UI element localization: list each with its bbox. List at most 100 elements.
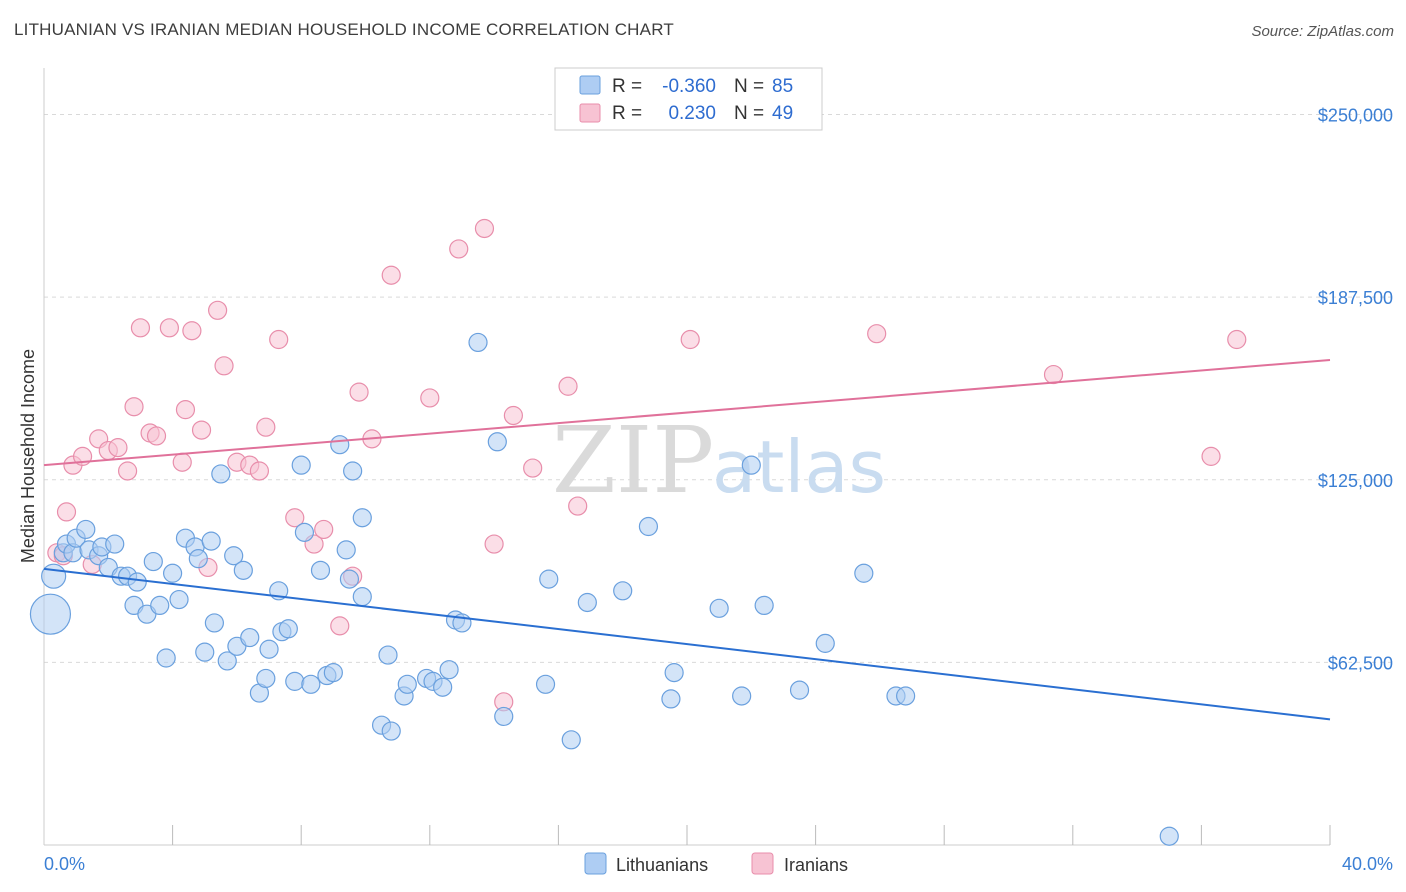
bottom-legend-iranians: Iranians bbox=[784, 855, 848, 875]
lithuanian-point bbox=[789, 680, 810, 700]
lithuanian-point bbox=[732, 686, 752, 706]
watermark: ZIP atlas bbox=[552, 407, 886, 514]
lithuanian-point bbox=[352, 587, 372, 607]
source-note: Source: ZipAtlas.com bbox=[1251, 23, 1394, 40]
lithuanian-point bbox=[217, 651, 237, 671]
iranian-point bbox=[330, 616, 350, 636]
lithuanian-point bbox=[195, 642, 215, 662]
lithuanian-point bbox=[256, 668, 276, 689]
lithuanian-point bbox=[741, 455, 761, 475]
iranian-point bbox=[146, 426, 167, 446]
lithuanian-point bbox=[41, 563, 67, 589]
iranian-point bbox=[172, 452, 192, 472]
lithuanian-point bbox=[156, 648, 176, 668]
iranian-point bbox=[484, 534, 504, 554]
legend-swatch-lithuanians bbox=[579, 75, 601, 95]
lithuanians-trend-line bbox=[43, 567, 1331, 721]
legend-r-value-iranians: 0.230 bbox=[668, 103, 716, 124]
lithuanian-point bbox=[201, 531, 221, 551]
lithuanian-point bbox=[487, 432, 507, 452]
iranian-point bbox=[56, 502, 77, 522]
lithuanian-point bbox=[561, 730, 581, 750]
lithuanian-point bbox=[494, 706, 514, 727]
correlation-legend: R = -0.360 N = 85 R = 0.230 N = 49 bbox=[554, 67, 823, 131]
lithuanian-point bbox=[854, 563, 874, 583]
lithuanian-point bbox=[150, 595, 170, 616]
bottom-legend-swatch-iranians bbox=[751, 852, 774, 875]
iranians-trend-line bbox=[43, 358, 1331, 467]
lithuanian-point bbox=[105, 534, 125, 554]
lithuanian-point bbox=[204, 613, 224, 633]
legend-n-label: N = bbox=[734, 103, 764, 124]
x-tick-label-min: 0.0% bbox=[44, 854, 85, 874]
lithuanian-point bbox=[539, 569, 559, 589]
iranian-point bbox=[558, 376, 578, 396]
y-tick-label: $62,500 bbox=[1328, 653, 1393, 673]
iranian-point bbox=[420, 388, 440, 408]
iranian-point bbox=[108, 438, 128, 458]
watermark-atlas: atlas bbox=[712, 425, 886, 509]
iranian-point bbox=[285, 508, 305, 528]
trend-lines bbox=[43, 358, 1331, 721]
lithuanian-point bbox=[815, 633, 835, 653]
legend-n-value-lithuanians: 85 bbox=[772, 76, 793, 97]
iranian-point bbox=[503, 405, 523, 426]
iranian-point bbox=[159, 318, 179, 338]
iranian-point bbox=[1227, 329, 1247, 350]
watermark-zip: ZIP bbox=[552, 407, 714, 514]
lithuanian-point bbox=[29, 593, 72, 635]
lithuanian-point bbox=[381, 721, 401, 741]
lithuanian-point bbox=[352, 508, 372, 528]
legend-n-label: N = bbox=[734, 76, 764, 97]
iranian-point bbox=[314, 519, 334, 540]
lithuanian-point bbox=[211, 464, 231, 484]
iranian-point bbox=[568, 496, 588, 516]
y-tick-label: $187,500 bbox=[1318, 288, 1393, 308]
axes bbox=[43, 68, 1331, 846]
legend-n-value-iranians: 49 bbox=[772, 103, 793, 124]
iranian-point bbox=[381, 265, 401, 285]
y-tick-label: $250,000 bbox=[1318, 106, 1393, 126]
chart-title: LITHUANIAN VS IRANIAN MEDIAN HOUSEHOLD I… bbox=[14, 20, 674, 39]
series-legend: Lithuanians Iranians bbox=[584, 852, 848, 875]
iranian-point bbox=[1201, 446, 1221, 466]
iranian-point bbox=[449, 239, 469, 259]
iranian-point bbox=[474, 218, 495, 239]
iranian-point bbox=[130, 318, 151, 338]
lithuanian-point bbox=[163, 563, 183, 583]
lithuanian-point bbox=[330, 435, 350, 455]
lithuanian-point bbox=[638, 516, 659, 537]
bottom-legend-lithuanians: Lithuanians bbox=[616, 855, 708, 875]
lithuanian-point bbox=[127, 572, 147, 592]
lithuanian-point bbox=[310, 560, 331, 580]
lithuanian-point bbox=[169, 589, 189, 610]
iranian-point bbox=[117, 461, 138, 481]
legend-r-label: R = bbox=[612, 103, 642, 124]
lithuanian-point bbox=[439, 660, 459, 680]
legend-swatch-iranians bbox=[579, 103, 601, 123]
lithuanian-point bbox=[896, 686, 916, 706]
lithuanian-point bbox=[240, 627, 260, 648]
lithuanian-point bbox=[709, 598, 729, 618]
lithuanian-point bbox=[664, 663, 684, 683]
legend-r-label: R = bbox=[612, 76, 642, 97]
lithuanian-point bbox=[233, 560, 253, 580]
lithuanian-point bbox=[188, 549, 208, 569]
lithuanian-point bbox=[291, 455, 311, 475]
iranian-point bbox=[269, 329, 289, 350]
iranian-point bbox=[249, 461, 270, 481]
lithuanian-point bbox=[577, 592, 597, 613]
lithuanian-point bbox=[343, 461, 363, 481]
lithuanian-point bbox=[339, 569, 360, 589]
lithuanian-point bbox=[1159, 826, 1179, 846]
lithuanian-point bbox=[278, 619, 298, 639]
iranian-point bbox=[349, 382, 369, 402]
bottom-legend-swatch-lithuanians bbox=[584, 852, 607, 875]
iranian-point bbox=[182, 321, 202, 341]
lithuanian-point bbox=[259, 639, 279, 659]
y-tick-labels: $62,500 $125,000 $187,500 $250,000 bbox=[1318, 106, 1393, 674]
lithuanian-point bbox=[285, 671, 305, 691]
iranian-point bbox=[1043, 364, 1064, 385]
iranian-point bbox=[214, 356, 234, 376]
lithuanian-point bbox=[294, 522, 315, 542]
